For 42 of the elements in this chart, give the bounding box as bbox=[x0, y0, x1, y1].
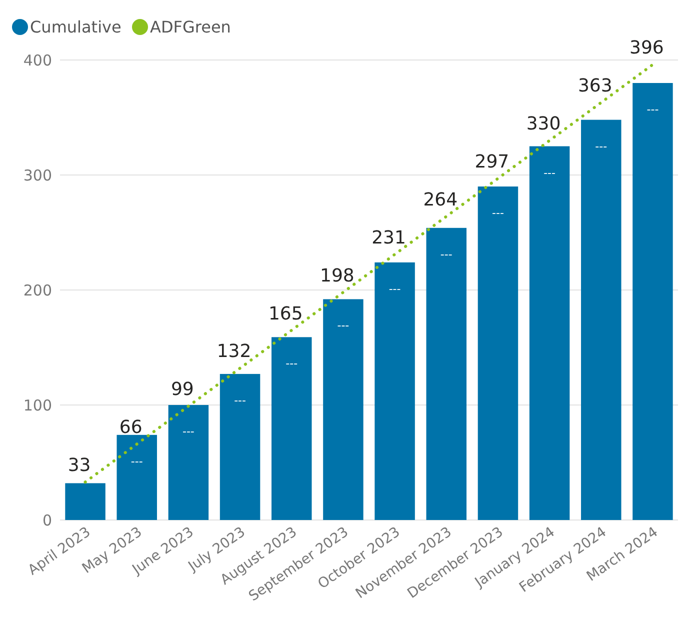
data-label: 198 bbox=[320, 265, 354, 286]
y-tick-label: 100 bbox=[23, 396, 52, 414]
data-label: 99 bbox=[170, 379, 194, 400]
bar bbox=[220, 374, 260, 520]
data-label: --- bbox=[388, 282, 401, 296]
data-label: --- bbox=[440, 248, 452, 261]
data-label: --- bbox=[286, 357, 298, 370]
data-label: 396 bbox=[630, 38, 664, 59]
legend-label: ADFGreen bbox=[150, 18, 231, 37]
data-label: --- bbox=[595, 140, 608, 153]
data-label: --- bbox=[182, 425, 194, 438]
y-tick-label: 200 bbox=[23, 281, 52, 300]
data-label: 330 bbox=[526, 114, 561, 134]
data-label: 132 bbox=[216, 341, 252, 362]
bar bbox=[323, 299, 364, 520]
data-label: 231 bbox=[372, 227, 406, 248]
bar bbox=[478, 186, 518, 520]
y-tick-label: 300 bbox=[23, 166, 52, 184]
data-label: --- bbox=[130, 454, 143, 468]
data-label: --- bbox=[544, 166, 556, 180]
bar bbox=[374, 262, 415, 520]
bar bbox=[426, 228, 466, 520]
data-label: 66 bbox=[119, 417, 142, 438]
y-tick-label: 400 bbox=[23, 51, 52, 70]
bar bbox=[529, 146, 570, 520]
data-label: --- bbox=[337, 319, 350, 332]
data-label: --- bbox=[492, 206, 504, 220]
data-label: 33 bbox=[68, 455, 91, 476]
data-label: 363 bbox=[578, 76, 612, 97]
bar bbox=[116, 434, 157, 520]
bar bbox=[272, 337, 312, 520]
data-label: --- bbox=[646, 103, 659, 116]
data-label: --- bbox=[234, 394, 246, 407]
legend-label: Cumulative bbox=[30, 18, 122, 37]
bar bbox=[581, 120, 622, 520]
bar bbox=[65, 483, 106, 520]
bar bbox=[632, 83, 673, 520]
y-tick-label: 0 bbox=[42, 511, 52, 530]
data-label: 165 bbox=[268, 303, 303, 324]
data-label: 264 bbox=[423, 189, 458, 210]
data-label: 297 bbox=[474, 151, 510, 172]
bar bbox=[168, 405, 209, 520]
